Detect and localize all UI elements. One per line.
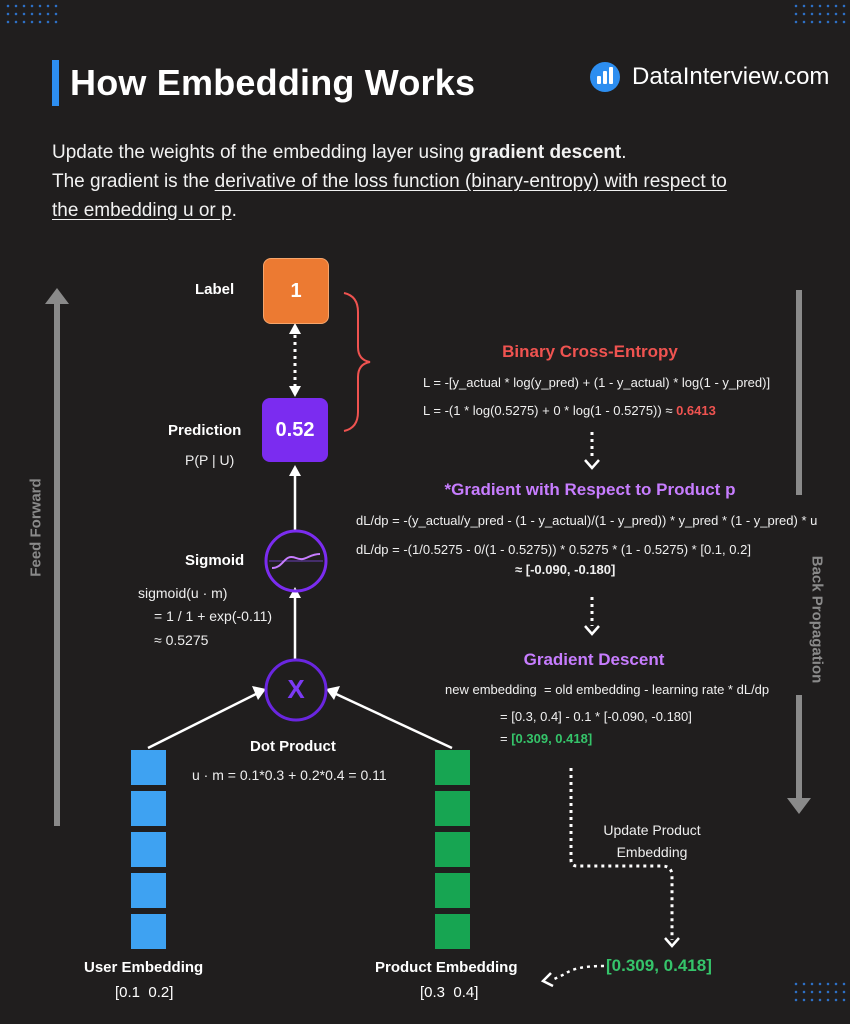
product-embedding-values: [0.3 0.4] [420,984,479,1001]
label-node: 1 [263,258,329,324]
back-propagation-label: Back Propagation [808,555,826,684]
descent-title: Gradient Descent [523,650,665,669]
dot-product-caption: Dot Product [250,738,336,755]
prediction-formula: P(P | U) [185,452,235,468]
product-embedding-vector [435,750,470,955]
descent-formula: new embedding = old embedding - learning… [445,682,770,697]
product-embedding-cell [435,873,470,908]
prediction-node: 0.52 [262,398,328,462]
descent-result-value: [0.309, 0.418] [511,731,593,746]
user-embedding-values: [0.1 0.2] [115,984,174,1001]
loss-brace [343,292,371,432]
user-embedding-vector [131,750,166,955]
intro-line2: The gradient is the [52,171,215,192]
title-accent-bar [52,60,59,106]
intro-text: Update the weights of the embedding laye… [52,138,752,225]
corner-dots-decoration [4,2,60,26]
loss-computed-expression: L = -(1 * log(0.5275) + 0 * log(1 - 0.52… [423,403,677,418]
user-embedding-cell [131,750,166,785]
gradient-result: ≈ [-0.090, -0.180] [515,562,616,577]
user-embedding-cell [131,873,166,908]
product-embedding-cell [435,832,470,867]
label-caption: Label [195,281,235,298]
prediction-caption: Prediction [168,422,242,439]
user-embedding-cell [131,914,166,949]
sigmoid-node [264,529,328,593]
dot-product-node [264,658,328,722]
sigmoid-formula: sigmoid(u · m) [138,585,228,601]
feed-forward-arrow-head [45,288,69,304]
gradient-formula: dL/dp = -(y_actual/y_pred - (1 - y_actua… [356,513,818,528]
product-embedding-cell [435,791,470,826]
sigmoid-result: ≈ 0.5275 [154,632,209,648]
update-path [569,768,674,940]
descent-result-prefix: = [500,731,512,746]
intro-bold: gradient descent [469,142,622,163]
loss-title: Binary Cross-Entropy [502,342,678,361]
dot-product-formula: u · m = 0.1*0.3 + 0.2*0.4 = 0.11 [192,767,387,783]
brand: DataInterview.com [590,62,829,92]
intro-line1: Update the weights of the embedding laye… [52,142,470,163]
loss-computed: L = -(1 * log(0.5275) + 0 * log(1 - 0.52… [423,403,716,418]
intro-line2-end: . [231,200,237,221]
corner-dots-decoration [792,980,848,1004]
product-embedding-cell [435,750,470,785]
intro-underlined: derivative of the loss function (binary-… [52,171,727,221]
gradient-computed: dL/dp = -(1/0.5275 - 0/(1 - 0.5275)) * 0… [356,542,751,557]
updated-embedding-value: [0.309, 0.418] [606,956,712,975]
feed-forward-label: Feed Forward [27,478,45,577]
user-embedding-cell [131,791,166,826]
product-embedding-cell [435,914,470,949]
update-caption: Update Product Embedding [590,819,714,863]
descent-computed: = [0.3, 0.4] - 0.1 * [-0.090, -0.180] [500,709,692,724]
update-caption-line1: Update Product [603,822,701,838]
user-embedding-caption: User Embedding [84,959,204,976]
loss-value: 0.6413 [676,403,716,418]
sigmoid-expansion: = 1 / 1 + exp(-0.11) [154,608,273,624]
brand-name: DataInterview.com [632,63,830,90]
gradient-title: *Gradient with Respect to Product p [444,480,736,499]
back-propagation-arrow-head [787,798,811,814]
loss-formula: L = -[y_actual * log(y_pred) + (1 - y_ac… [423,375,771,390]
corner-dots-decoration [792,2,848,26]
update-caption-line2: Embedding [616,844,688,860]
bar-chart-icon [590,62,620,92]
sigmoid-curve-icon [271,553,321,569]
page-title: How Embedding Works [70,62,476,103]
product-embedding-caption: Product Embedding [375,959,518,976]
user-embedding-cell [131,832,166,867]
dot-product-symbol: X [287,674,305,704]
intro-line1-end: . [621,142,627,163]
descent-result: = [0.309, 0.418] [500,731,592,746]
sigmoid-caption: Sigmoid [185,552,245,569]
